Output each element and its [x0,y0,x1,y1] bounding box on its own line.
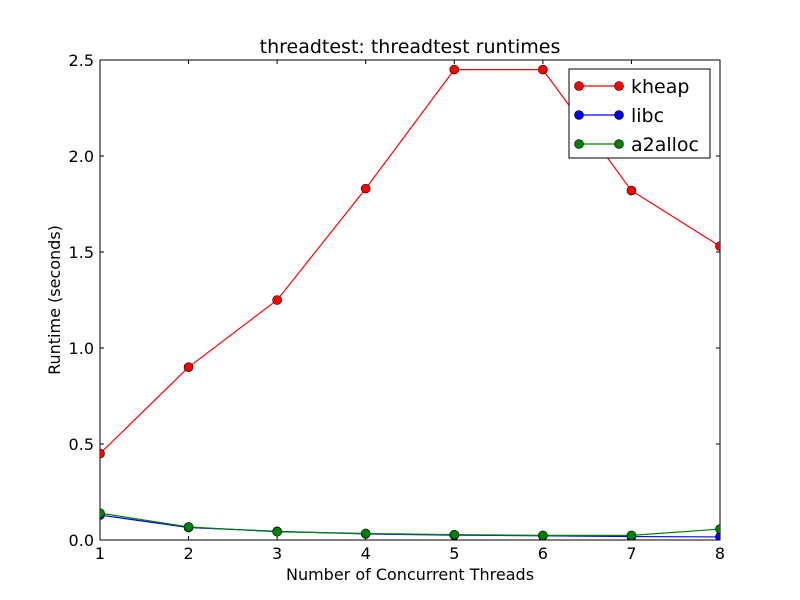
data-point-a2alloc [272,526,282,537]
y-tick-label: 1.0 [69,339,94,358]
y-tick-label: 2.0 [69,147,94,166]
series-line-a2alloc [100,512,720,536]
data-point-kheap [272,295,282,305]
x-tick-label: 5 [449,544,459,563]
data-point-kheap [626,185,637,196]
y-tick-label: 0.5 [69,435,94,454]
data-point-a2alloc [715,524,720,534]
series-group [100,64,720,540]
data-point-a2alloc [360,528,371,539]
legend-marker-a2alloc [574,139,584,149]
axes-frame [99,59,721,541]
legend-marker-libc [614,110,624,120]
data-point-a2alloc [449,529,460,540]
plot-area: 1 2 3 4 5 6 7 8 0.0 0.5 1.0 1.5 2.0 2.5 [69,51,726,563]
x-tick-label: 4 [361,544,371,563]
x-tick-label: 8 [715,544,725,563]
chart-title: threadtest: threadtest runtimes [260,36,561,58]
data-point-a2alloc [100,508,105,518]
legend-marker-kheap [574,81,584,91]
series-line-kheap [100,68,720,455]
y-axis-label: Runtime (seconds) [45,225,64,375]
legend-marker-a2alloc [614,139,624,149]
legend-box [568,68,711,159]
y-tick-label: 1.5 [69,243,94,262]
data-point-kheap [183,362,194,373]
data-point-kheap [360,183,371,194]
x-tick-label: 1 [95,544,105,563]
data-point-a2alloc [183,522,194,532]
x-tick-label: 2 [183,544,193,563]
legend-label-libc: libc [631,105,664,127]
y-tick-label: 0.0 [69,531,94,550]
x-tick-label: 7 [626,544,636,563]
legend-marker-libc [574,110,584,120]
data-point-kheap [449,64,460,75]
legend-label-a2alloc: a2alloc [631,134,699,156]
x-tick-label: 6 [538,544,548,563]
y-tick-label: 2.5 [69,51,94,70]
data-point-kheap [715,241,720,252]
legend-label-kheap: kheap [631,76,689,98]
data-point-libc [715,532,720,540]
x-axis-label: Number of Concurrent Threads [286,565,534,584]
data-point-kheap [100,448,105,459]
data-point-a2alloc [626,530,637,540]
data-point-kheap [538,64,548,75]
x-tick-label: 3 [272,544,282,563]
data-point-a2alloc [538,530,548,540]
legend: kheap libc a2alloc [568,68,711,159]
legend-marker-kheap [614,81,624,91]
